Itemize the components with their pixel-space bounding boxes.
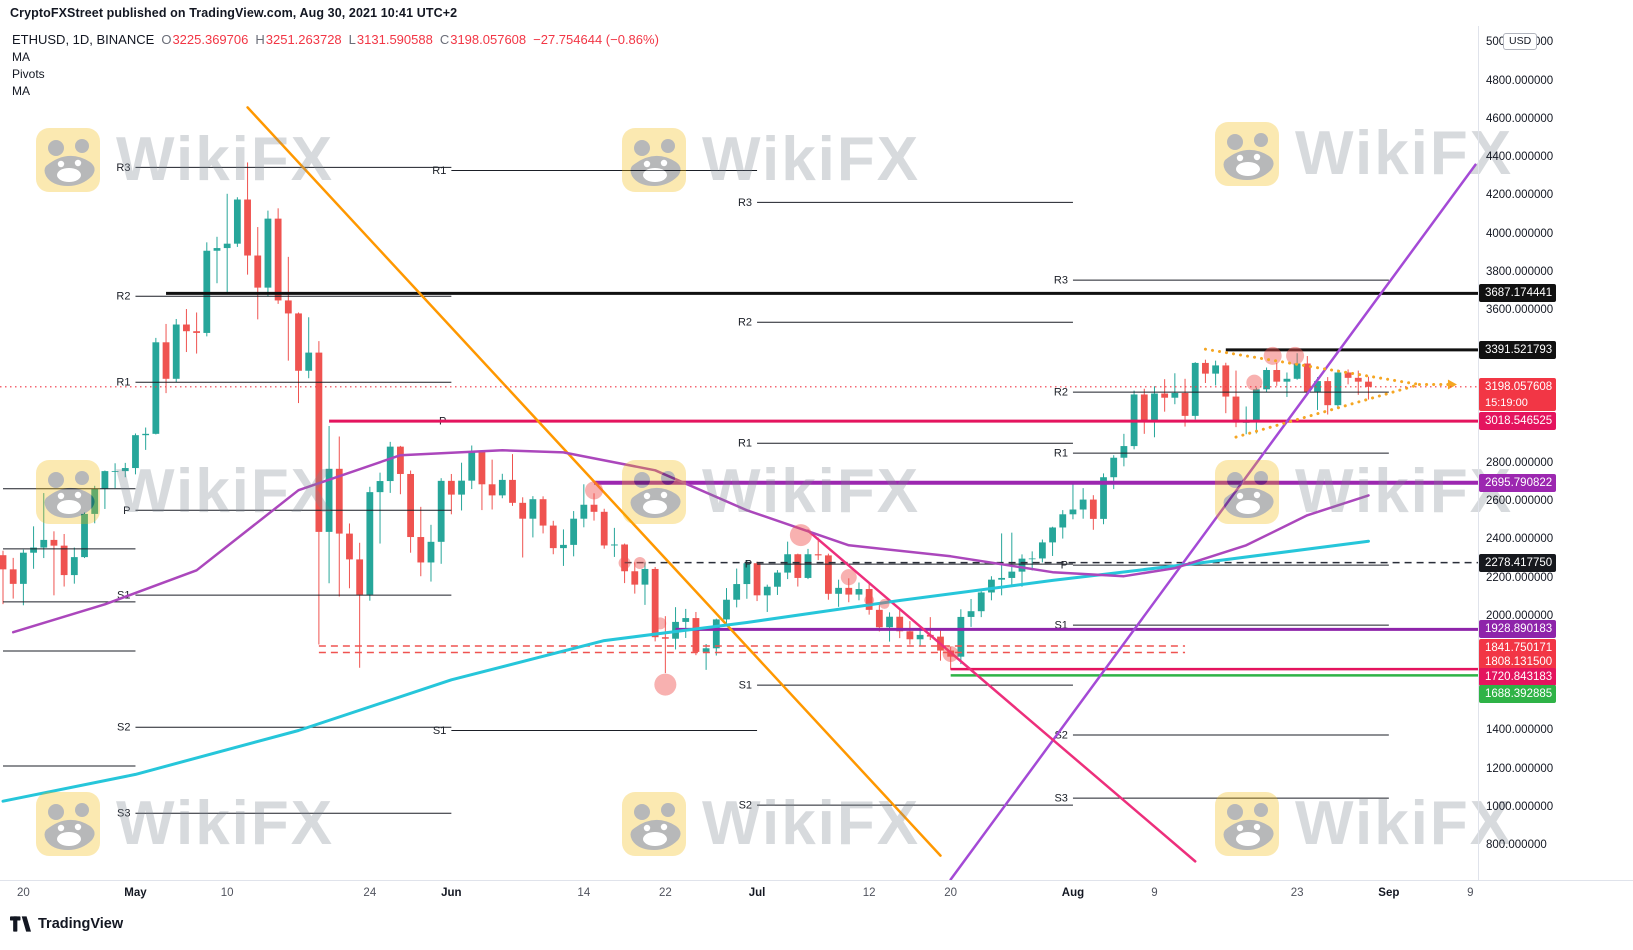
indicator-label-pivots[interactable]: Pivots <box>12 67 45 81</box>
price-axis-label: 4600.000000 <box>1486 112 1554 125</box>
price-axis-label: 3600.000000 <box>1486 303 1554 316</box>
svg-text:R1: R1 <box>116 377 130 389</box>
time-axis-label: 9 <box>1467 887 1474 899</box>
svg-text:R2: R2 <box>738 317 752 329</box>
price-badge: 2695.790822 <box>1479 473 1556 492</box>
price-badge: 1841.750171 <box>1479 639 1556 658</box>
svg-text:S2: S2 <box>117 722 130 734</box>
price-axis-label: 800.000000 <box>1486 839 1547 852</box>
time-axis-label: 22 <box>658 887 672 899</box>
time-axis-label: 9 <box>1151 887 1158 899</box>
price-badge: 3198.057608 15:19:00 <box>1479 377 1556 411</box>
time-axis-label: 12 <box>862 887 876 899</box>
tradingview-logo[interactable]: TradingView <box>10 916 123 932</box>
price-axis-label: 2200.000000 <box>1486 571 1554 584</box>
price-axis-label: 1400.000000 <box>1486 724 1554 737</box>
svg-text:R1: R1 <box>738 438 752 450</box>
trendlines <box>246 106 1477 880</box>
ohlc-close: C3198.057608 <box>439 32 527 47</box>
time-axis-label: 24 <box>363 887 377 899</box>
legend: ETHUSD, 1D, BINANCE O3225.369706 H3251.2… <box>12 32 659 98</box>
price-axis-label: 1000.000000 <box>1486 800 1554 813</box>
svg-text:R3: R3 <box>116 162 130 174</box>
time-axis-label: Jul <box>748 887 766 899</box>
time-axis-label: Aug <box>1061 887 1085 899</box>
symbol-row[interactable]: ETHUSD, 1D, BINANCE O3225.369706 H3251.2… <box>12 32 659 47</box>
svg-text:R1: R1 <box>1054 448 1068 460</box>
moving-averages <box>1 449 1370 803</box>
price-axis-label: 4000.000000 <box>1486 227 1554 240</box>
tradingview-brand-text: TradingView <box>38 916 124 932</box>
time-axis-label: 14 <box>577 887 591 899</box>
change-value: −27.754644 (−0.86%) <box>533 32 659 47</box>
price-badge: 2278.417750 <box>1479 553 1556 572</box>
time-axis-label: Sep <box>1378 887 1400 899</box>
price-axis-label: 4200.000000 <box>1486 189 1554 202</box>
svg-text:S3: S3 <box>1054 793 1067 805</box>
svg-text:S1: S1 <box>433 725 446 737</box>
price-badge: 3391.521793 <box>1479 340 1556 359</box>
svg-text:P: P <box>123 505 130 517</box>
time-axis[interactable]: 20 May 10 24 Jun 14 22 Jul 12 20 Aug 9 23 Sep 9 <box>0 880 1633 908</box>
time-axis-label: Jun <box>441 887 462 899</box>
ohlc-low: L3131.590588 <box>348 32 433 47</box>
svg-text:R3: R3 <box>1054 275 1068 287</box>
price-badge: 3687.174441 <box>1479 284 1556 303</box>
svg-text:S3: S3 <box>117 808 130 820</box>
ohlc-open: O3225.369706 <box>161 32 249 47</box>
price-axis-label: 1200.000000 <box>1486 762 1554 775</box>
price-axis-label: 3800.000000 <box>1486 265 1554 278</box>
price-badge: 1688.392885 <box>1479 685 1556 704</box>
time-axis-label: May <box>124 887 147 899</box>
time-axis-label: 20 <box>16 887 30 899</box>
time-axis-label: 10 <box>220 887 234 899</box>
symbol-title[interactable]: ETHUSD, 1D, BINANCE <box>12 32 155 47</box>
svg-text:R2: R2 <box>116 291 130 303</box>
key-levels <box>166 291 1478 677</box>
svg-text:R2: R2 <box>1054 387 1068 399</box>
candles-series <box>0 162 1372 674</box>
price-axis-label: 2600.000000 <box>1486 495 1554 508</box>
svg-text:P: P <box>1061 560 1068 572</box>
tradingview-logo-icon <box>10 916 31 932</box>
svg-text:S1: S1 <box>739 680 752 692</box>
time-axis-label: 20 <box>944 887 958 899</box>
publication-text: CryptoFXStreet published on TradingView.… <box>10 6 458 20</box>
publication-bar: CryptoFXStreet published on TradingView.… <box>0 0 1633 26</box>
price-axis-label: 2400.000000 <box>1486 533 1554 546</box>
signal-markers <box>585 346 1305 696</box>
chart-area[interactable]: R3R2R1PS1S2S3R1PS1R3R2R1PS1S2R3R2R1PS1S2… <box>0 26 1633 880</box>
price-axis-label: 4400.000000 <box>1486 151 1554 164</box>
footer-bar: TradingView <box>0 908 1633 950</box>
indicator-label-ma1[interactable]: MA <box>12 50 30 64</box>
time-axis-label: 23 <box>1290 887 1304 899</box>
chart-plot[interactable]: R3R2R1PS1S2S3R1PS1R3R2R1PS1S2R3R2R1PS1S2… <box>0 26 1478 880</box>
currency-button[interactable]: USD <box>1503 33 1538 50</box>
price-axis[interactable]: 800.000000 1000.000000 1200.000000 1400.000… <box>1478 26 1633 880</box>
svg-text:P: P <box>745 559 752 571</box>
price-badge: 1928.890183 <box>1479 620 1556 639</box>
price-badge: 3018.546525 <box>1479 412 1556 431</box>
svg-text:R1: R1 <box>432 165 446 177</box>
price-axis-label: 4800.000000 <box>1486 74 1554 87</box>
svg-text:S2: S2 <box>739 800 752 812</box>
price-axis-label: 2000.000000 <box>1486 609 1554 622</box>
pivot-levels: R3R2R1PS1S2S3R1PS1R3R2R1PS1S2R3R2R1PS1S2… <box>3 162 1389 820</box>
price-axis-label: 2800.000000 <box>1486 456 1554 469</box>
ohlc-high: H3251.263728 <box>255 32 342 47</box>
price-badge: 1808.131500 <box>1479 653 1556 672</box>
price-badge: 1720.843183 <box>1479 668 1556 687</box>
svg-text:R3: R3 <box>738 197 752 209</box>
indicator-label-ma2[interactable]: MA <box>12 84 30 98</box>
